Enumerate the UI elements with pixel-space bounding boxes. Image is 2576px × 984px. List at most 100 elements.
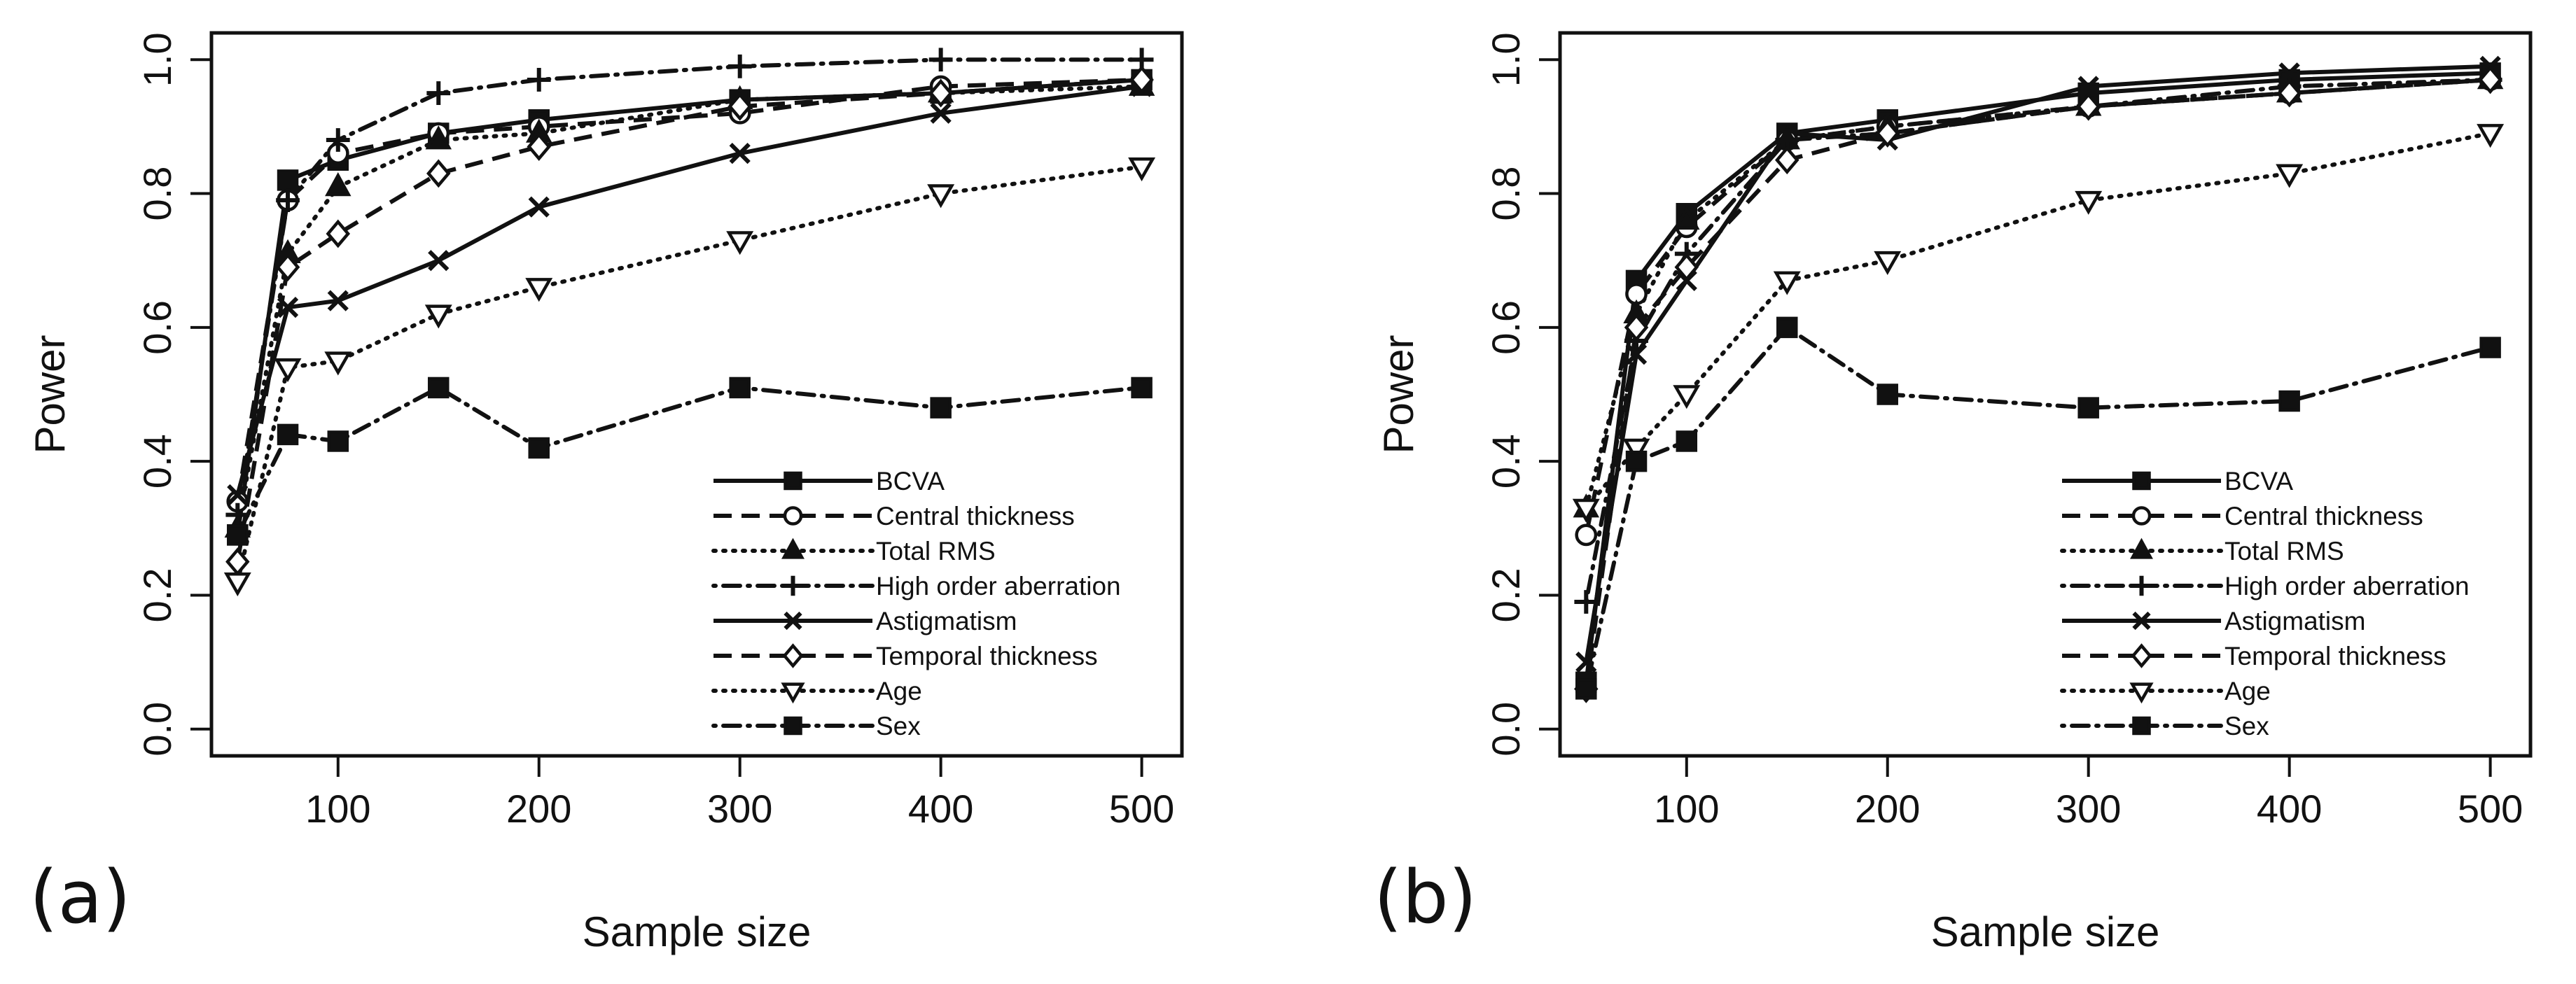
legend-label: BCVA bbox=[2225, 467, 2293, 495]
series-line-central-thickness bbox=[1584, 78, 2491, 536]
data-point-total-rms bbox=[425, 125, 452, 150]
data-point-age bbox=[274, 358, 302, 383]
series-line-total-rms bbox=[1584, 78, 2493, 511]
data-point-age bbox=[1128, 157, 1156, 182]
data-point-age bbox=[223, 572, 251, 597]
plot-frame bbox=[209, 31, 1184, 758]
data-point-bcva bbox=[277, 169, 299, 191]
chart-panel-a: 100 200 300 400 500 0.0 0.2 0.4 0.6 0.8 1.0 Sample … bbox=[27, 31, 1184, 955]
y-tick-label: 0.2 bbox=[135, 568, 179, 623]
x-tick-label: 300 bbox=[2056, 787, 2121, 831]
data-point-astigmatism bbox=[1575, 651, 1597, 673]
data-point-temporal-thickness bbox=[1624, 313, 1649, 342]
legend-marker bbox=[2131, 575, 2152, 596]
data-point-astigmatism bbox=[2278, 62, 2300, 84]
data-point-sex bbox=[1625, 450, 1648, 472]
data-point-high-order-aberration bbox=[527, 68, 551, 92]
data-point-temporal-thickness bbox=[326, 219, 351, 248]
legend-label: Age bbox=[876, 677, 922, 705]
data-point-high-order-aberration bbox=[326, 128, 350, 152]
legend-marker bbox=[782, 643, 804, 668]
plot-frame bbox=[1558, 31, 2533, 758]
data-point-temporal-thickness bbox=[1674, 253, 1699, 282]
data-point-astigmatism bbox=[729, 143, 751, 164]
legend-label: Astigmatism bbox=[2225, 607, 2365, 635]
legend: BCVA Central thickness Total RMS High order… bbox=[711, 467, 1121, 740]
data-point-high-order-aberration bbox=[276, 188, 300, 213]
data-point-astigmatism bbox=[528, 196, 550, 218]
legend-marker bbox=[2129, 682, 2154, 704]
data-point-temporal-thickness bbox=[1129, 65, 1154, 94]
data-point-temporal-thickness bbox=[1875, 119, 1900, 148]
y-tick-label: 0.6 bbox=[1484, 300, 1528, 355]
legend-marker bbox=[784, 611, 802, 631]
data-point-age bbox=[2477, 124, 2505, 148]
data-point-sex bbox=[2278, 390, 2300, 412]
chart-panel-b: 100 200 300 400 500 0.0 0.2 0.4 0.6 0.8 1.0 Sample … bbox=[1374, 31, 2533, 955]
x-axis-label: Sample size bbox=[583, 908, 812, 955]
data-point-sex bbox=[2479, 337, 2501, 358]
legend-label: Temporal thickness bbox=[876, 642, 1098, 670]
legend-marker bbox=[2130, 537, 2153, 559]
data-point-age bbox=[726, 231, 754, 255]
series-line-astigmatism bbox=[235, 84, 1142, 495]
x-tick-label: 100 bbox=[305, 787, 370, 831]
series-line-central-thickness bbox=[235, 78, 1142, 502]
y-tick-label: 0.6 bbox=[135, 300, 179, 355]
legend-label: Sex bbox=[876, 712, 921, 740]
data-point-high-order-aberration bbox=[426, 81, 451, 105]
y-tick-label: 1.0 bbox=[135, 32, 179, 87]
data-point-astigmatism bbox=[277, 297, 299, 318]
legend-marker bbox=[783, 506, 803, 526]
x-tick-label: 400 bbox=[908, 787, 973, 831]
legend-marker bbox=[781, 682, 805, 704]
series-line-bcva bbox=[1584, 71, 2491, 683]
data-point-astigmatism bbox=[327, 290, 349, 311]
x-tick-label: 500 bbox=[2458, 787, 2523, 831]
legend-label: High order aberration bbox=[876, 572, 1121, 600]
data-point-age bbox=[2276, 164, 2304, 188]
y-tick-label: 0.4 bbox=[135, 434, 179, 489]
y-tick-label: 0.8 bbox=[1484, 167, 1528, 221]
x-tick-label: 100 bbox=[1654, 787, 1719, 831]
y-tick-label: 0.0 bbox=[135, 702, 179, 757]
legend-label: Total RMS bbox=[876, 537, 996, 565]
legend-label: Sex bbox=[2225, 712, 2269, 740]
data-point-temporal-thickness bbox=[426, 159, 451, 188]
legend-label: Age bbox=[2225, 677, 2271, 705]
data-point-age bbox=[2075, 190, 2103, 215]
data-point-astigmatism bbox=[2077, 76, 2099, 97]
y-tick-label: 1.0 bbox=[1484, 32, 1528, 87]
legend-label: BCVA bbox=[876, 467, 945, 495]
x-tick-label: 200 bbox=[506, 787, 571, 831]
legend-label: Central thickness bbox=[2225, 502, 2423, 530]
data-point-central-thickness bbox=[1575, 523, 1598, 547]
data-point-astigmatism bbox=[1625, 343, 1648, 365]
y-tick-label: 0.4 bbox=[1484, 434, 1528, 489]
data-point-sex bbox=[729, 377, 751, 399]
data-point-temporal-thickness bbox=[727, 92, 752, 121]
data-point-sex bbox=[327, 430, 349, 452]
series-layer bbox=[1572, 55, 2505, 703]
data-point-age bbox=[1622, 438, 1650, 463]
data-point-sex bbox=[2077, 397, 2099, 419]
data-point-high-order-aberration bbox=[1574, 590, 1599, 614]
x-axis-label: Sample size bbox=[1931, 908, 2160, 955]
y-tick-label: 0.2 bbox=[1484, 568, 1528, 623]
data-point-age bbox=[525, 278, 553, 302]
data-point-temporal-thickness bbox=[2076, 92, 2101, 121]
data-point-age bbox=[1874, 251, 1902, 275]
series-line-total-rms bbox=[235, 84, 1144, 530]
data-point-age bbox=[927, 184, 955, 209]
data-point-sex bbox=[930, 397, 952, 419]
y-tick-label: 0.0 bbox=[1484, 702, 1528, 757]
x-tick-label: 500 bbox=[1109, 787, 1174, 831]
data-point-sex bbox=[1676, 430, 1698, 452]
data-point-sex bbox=[1575, 678, 1597, 700]
legend: BCVA Central thickness Total RMS High order… bbox=[2060, 467, 2470, 740]
legend-label: Astigmatism bbox=[876, 607, 1017, 635]
data-point-temporal-thickness bbox=[2277, 78, 2302, 108]
data-point-temporal-thickness bbox=[2478, 65, 2502, 94]
data-point-age bbox=[424, 304, 452, 329]
